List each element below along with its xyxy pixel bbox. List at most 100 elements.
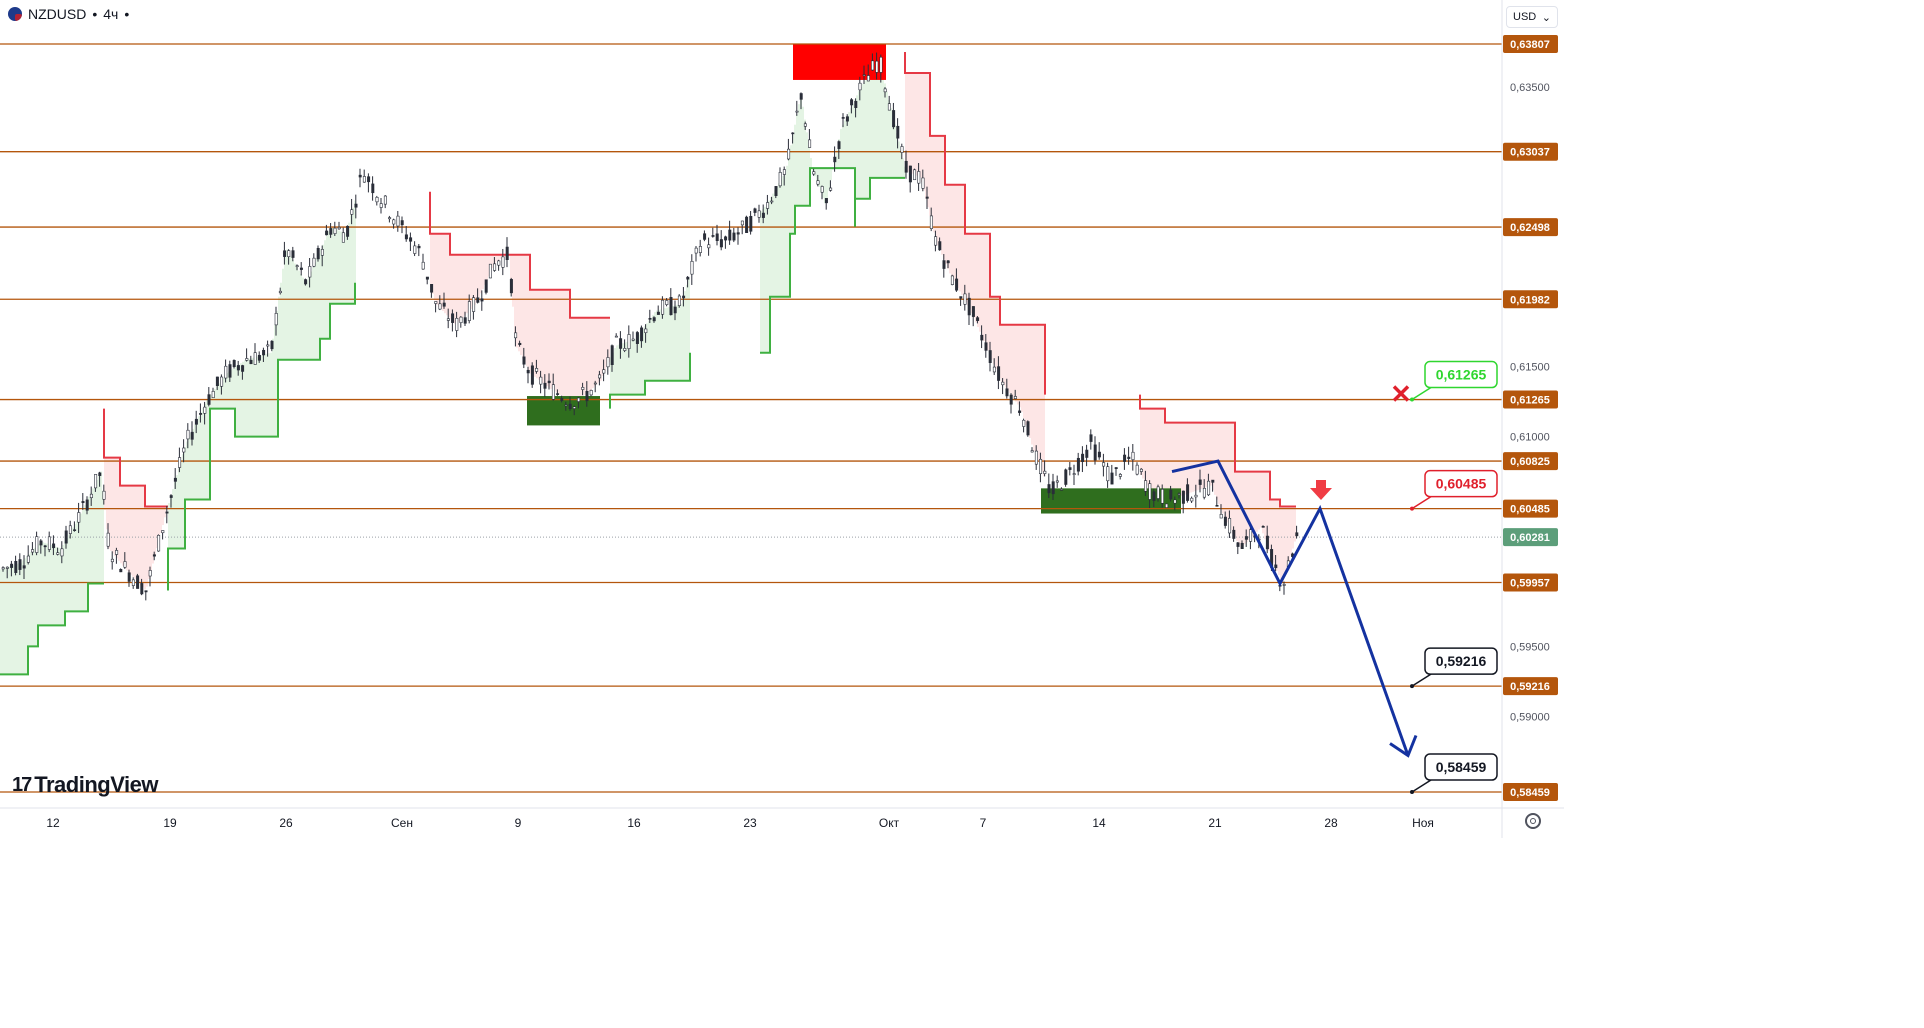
resistance-fill — [911, 72, 913, 174]
support-stop-line — [0, 582, 104, 676]
level-badge-label: 0,60825 — [1510, 456, 1550, 468]
support-fill — [892, 116, 894, 178]
candle-body — [236, 365, 240, 371]
support-fill — [614, 348, 616, 395]
support-fill — [256, 356, 258, 437]
time-axis[interactable]: 12 19 26 Сен 9 16 23 Окт 7 14 21 28 Ноя — [0, 807, 1564, 830]
support-fill — [220, 380, 222, 409]
candle-body — [589, 390, 593, 396]
candle-body — [350, 209, 354, 215]
candle-body — [959, 296, 963, 299]
symbol-header[interactable]: NZDUSD • 4ч • — [8, 6, 129, 22]
candle-body — [472, 297, 476, 312]
resistance-fill — [1160, 408, 1162, 497]
support-fill — [338, 230, 340, 304]
resistance-fill — [148, 506, 150, 579]
candle-body — [648, 318, 652, 320]
resistance-fill — [1039, 324, 1041, 467]
price-chart[interactable]: 0,61265 0,60485 0,59216 0,58459 0,63500 0,61… — [0, 0, 1564, 838]
support-fill — [636, 337, 638, 395]
resistance-fill — [514, 254, 516, 333]
support-fill — [30, 551, 32, 647]
support-fill — [896, 133, 898, 178]
support-fill — [56, 547, 58, 626]
resistance-fill — [494, 254, 496, 264]
support-fill — [278, 296, 280, 360]
resistance-fill — [448, 233, 450, 318]
resistance-fill — [957, 184, 959, 288]
candle-body — [606, 357, 610, 368]
interval-label[interactable]: 4ч — [103, 6, 119, 22]
resistance-fill — [1035, 324, 1037, 458]
resistance-fill — [564, 289, 566, 398]
candle-body — [413, 245, 417, 254]
support-fill — [686, 284, 688, 381]
resistance-fill — [468, 254, 470, 312]
resistance-fill — [1252, 471, 1254, 536]
support-fill — [658, 309, 660, 381]
candle-body — [215, 376, 219, 386]
support-fill — [304, 281, 306, 360]
support-fill — [344, 233, 346, 304]
resistance-fill — [1248, 471, 1250, 541]
candle-body — [1240, 542, 1244, 549]
resistance-fill — [1166, 422, 1168, 499]
candle-body — [102, 490, 106, 500]
candle-body — [165, 511, 169, 514]
support-fill — [680, 303, 682, 381]
candle-body — [1190, 497, 1194, 502]
resistance-fill — [598, 317, 600, 383]
candle-body — [661, 299, 665, 315]
candle-body — [1097, 451, 1101, 458]
resistance-fill — [1001, 324, 1003, 383]
resistance-fill — [438, 233, 440, 307]
candle-body — [1177, 493, 1181, 495]
resistance-fill — [106, 457, 108, 530]
candle-body — [967, 297, 971, 316]
candle-body — [1060, 488, 1064, 491]
support-fill — [782, 176, 784, 297]
support-fill — [634, 339, 636, 395]
candle-body — [35, 536, 39, 553]
price-axis[interactable]: 0,63500 0,61500 0,61000 0,59500 0,59000 0,638… — [1501, 0, 1564, 838]
support-fill — [290, 256, 292, 360]
resistance-fill — [584, 317, 586, 396]
resistance-fill — [1214, 422, 1216, 495]
tradingview-logo[interactable]: 17 TradingView — [12, 772, 158, 798]
level-badge — [1503, 573, 1558, 592]
candle-body — [400, 220, 404, 226]
support-fill — [22, 560, 24, 675]
callout-label: 0,58459 — [1436, 759, 1487, 775]
candle-body — [1030, 450, 1034, 453]
candle-body — [354, 203, 358, 208]
time-tick: 28 — [1324, 816, 1338, 830]
candle-body — [677, 295, 681, 306]
candle-body — [892, 110, 896, 128]
resistance-fill — [1148, 408, 1150, 490]
resistance-fill — [520, 254, 522, 356]
resistance-fill — [995, 296, 997, 370]
resistance-fill — [164, 506, 166, 518]
settings-icon[interactable] — [1525, 813, 1541, 829]
level-badge-label: 0,59216 — [1510, 681, 1550, 693]
resistance-fill — [112, 457, 114, 554]
level-badge — [1503, 142, 1558, 161]
candle-body — [929, 215, 933, 229]
candle-body — [249, 359, 253, 365]
resistance-fill — [1228, 422, 1230, 527]
support-fill — [902, 158, 904, 178]
support-fill — [48, 544, 50, 626]
support-fill — [60, 548, 62, 626]
candle-body — [484, 279, 488, 293]
candle-body — [169, 495, 173, 498]
currency-select[interactable]: USD ⌄ — [1506, 6, 1558, 28]
resistance-fill — [1236, 471, 1238, 542]
resistance-fill — [1208, 422, 1210, 487]
candle-body — [375, 196, 379, 203]
resistance-fill — [1240, 471, 1242, 549]
candle-body — [1282, 584, 1286, 586]
candle-body — [262, 349, 266, 356]
candle-body — [1131, 451, 1135, 460]
support-fill — [852, 103, 854, 169]
candle-body — [1093, 444, 1097, 461]
